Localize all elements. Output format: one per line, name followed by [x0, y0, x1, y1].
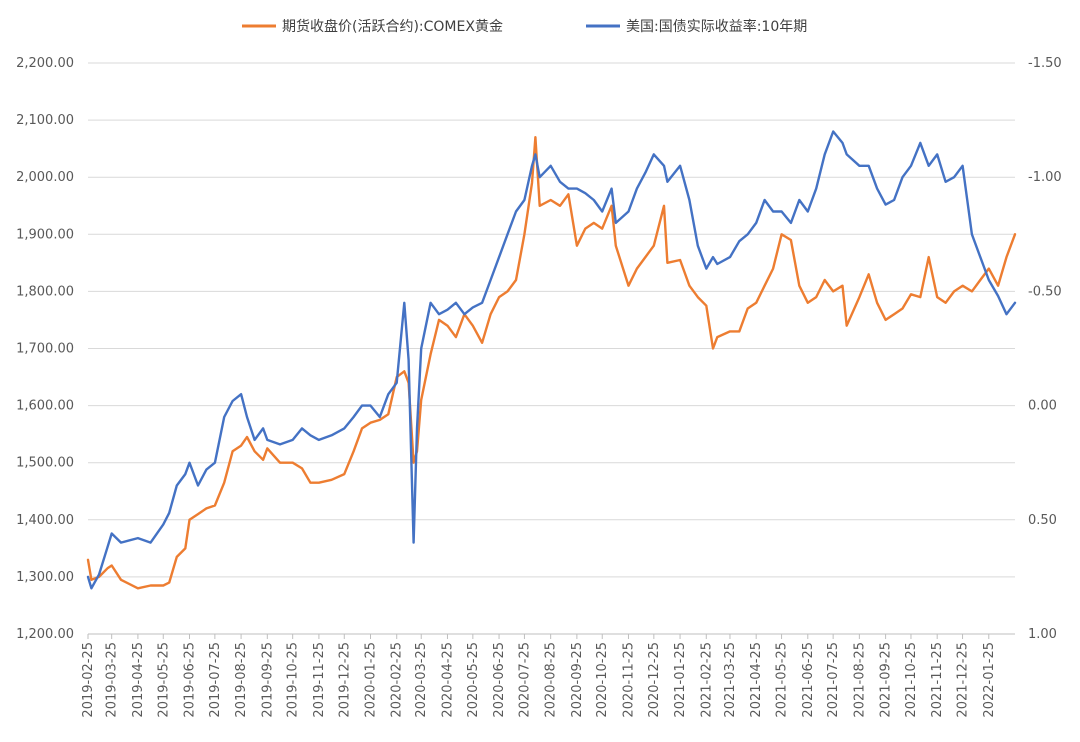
- left-tick-label: 1,400.00: [16, 513, 74, 528]
- x-tick-label: 2021-01-25: [673, 642, 688, 718]
- left-tick-label: 1,700.00: [16, 342, 74, 357]
- x-tick-label: 2021-12-25: [956, 642, 971, 718]
- x-tick-label: 2022-01-25: [982, 642, 997, 718]
- x-tick-label: 2021-08-25: [852, 642, 867, 718]
- left-tick-label: 1,200.00: [16, 627, 74, 642]
- left-tick-label: 2,200.00: [16, 56, 74, 71]
- left-tick-label: 1,500.00: [16, 456, 74, 471]
- x-tick-label: 2021-05-25: [775, 642, 790, 718]
- right-axis-ticks: -1.50 -1.00 -0.50 0.00 0.50 1.00: [1028, 56, 1062, 642]
- right-tick-label: -1.00: [1028, 170, 1062, 185]
- x-tick-label: 2020-09-25: [570, 642, 585, 718]
- right-tick-label: -1.50: [1028, 56, 1062, 71]
- x-tick-label: 2019-08-25: [234, 642, 249, 718]
- x-tick-label: 2019-02-25: [81, 642, 96, 718]
- series-lines: [86, 130, 1017, 590]
- series-line-gold: [86, 135, 1017, 590]
- x-tick-label: 2021-09-25: [879, 642, 894, 718]
- x-tick-label: 2020-10-25: [595, 642, 610, 718]
- x-tick-label: 2019-06-25: [182, 642, 197, 718]
- x-tick-label: 2021-11-25: [930, 642, 945, 718]
- x-axis-ticks: 2019-02-25 2019-03-25 2019-04-25 2019-05-25…: [81, 634, 997, 718]
- left-tick-label: 1,300.00: [16, 570, 74, 585]
- gridlines: [88, 62, 1015, 635]
- x-tick-label: 2020-05-25: [466, 642, 481, 718]
- x-tick-label: 2020-12-25: [647, 642, 662, 718]
- x-tick-label: 2021-06-25: [801, 642, 816, 718]
- left-tick-label: 1,800.00: [16, 284, 74, 299]
- x-tick-label: 2019-12-25: [337, 642, 352, 718]
- legend: 期货收盘价(活跃合约):COMEX黄金 美国:国债实际收益率:10年期: [242, 18, 807, 35]
- x-tick-label: 2021-10-25: [904, 642, 919, 718]
- right-tick-label: -0.50: [1028, 284, 1062, 299]
- x-tick-label: 2019-09-25: [260, 642, 275, 718]
- x-tick-label: 2019-05-25: [156, 642, 171, 718]
- x-tick-label: 2021-07-25: [826, 642, 841, 718]
- x-tick-label: 2021-04-25: [749, 642, 764, 718]
- x-tick-label: 2019-10-25: [286, 642, 301, 718]
- x-tick-label: 2020-04-25: [440, 642, 455, 718]
- left-tick-label: 2,000.00: [16, 170, 74, 185]
- x-tick-label: 2019-04-25: [131, 642, 146, 718]
- left-axis-ticks: 1,200.00 1,300.00 1,400.00 1,500.00 1,600.00…: [16, 56, 74, 642]
- right-tick-label: 1.00: [1028, 627, 1057, 642]
- left-tick-label: 1,900.00: [16, 227, 74, 242]
- x-tick-label: 2019-07-25: [208, 642, 223, 718]
- x-tick-label: 2020-11-25: [621, 642, 636, 718]
- legend-label-real-yield: 美国:国债实际收益率:10年期: [626, 18, 807, 35]
- x-tick-label: 2020-06-25: [492, 642, 507, 718]
- left-tick-label: 2,100.00: [16, 113, 74, 128]
- x-tick-label: 2020-01-25: [363, 642, 378, 718]
- right-tick-label: 0.50: [1028, 513, 1057, 528]
- x-tick-label: 2019-11-25: [312, 642, 327, 718]
- legend-label-gold: 期货收盘价(活跃合约):COMEX黄金: [282, 18, 503, 35]
- x-tick-label: 2019-03-25: [105, 642, 120, 718]
- x-tick-label: 2021-02-25: [699, 642, 714, 718]
- x-tick-label: 2020-07-25: [517, 642, 532, 718]
- x-tick-label: 2020-08-25: [544, 642, 559, 718]
- x-tick-label: 2021-03-25: [723, 642, 738, 718]
- right-tick-label: 0.00: [1028, 399, 1057, 414]
- x-tick-label: 2020-02-25: [390, 642, 405, 718]
- series-line-real-yield: [86, 130, 1017, 590]
- x-tick-label: 2020-03-25: [414, 642, 429, 718]
- left-tick-label: 1,600.00: [16, 399, 74, 414]
